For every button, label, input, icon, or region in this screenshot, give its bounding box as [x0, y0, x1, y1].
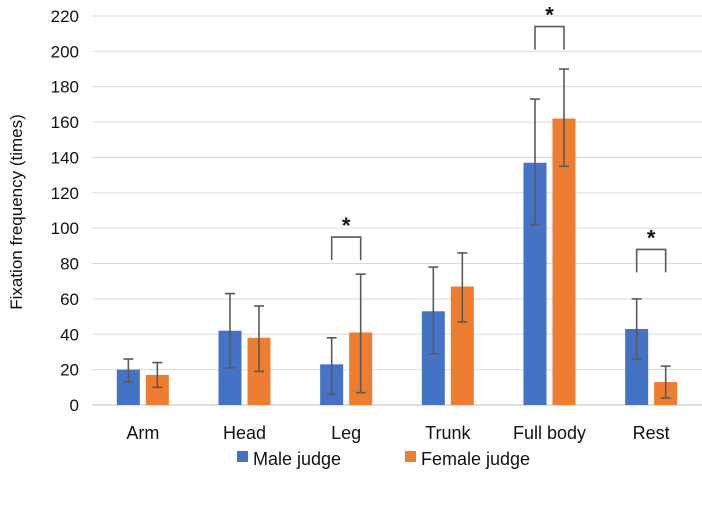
legend: Male judge Female judge [237, 449, 530, 469]
y-tick-label: 40 [60, 325, 79, 344]
legend-label: Male judge [253, 449, 341, 469]
error-bars [123, 68, 671, 399]
y-tick-label: 200 [51, 42, 79, 61]
error-bar-male-judge-full-body [530, 98, 540, 226]
bars [116, 118, 678, 406]
bar-female-judge-trunk [450, 286, 474, 405]
x-tick-label: Full body [513, 423, 586, 443]
y-tick-label: 120 [51, 184, 79, 203]
legend-swatch [405, 451, 416, 462]
y-tick-label: 20 [60, 361, 79, 380]
y-tick-label: 60 [60, 290, 79, 309]
significance-label: * [545, 3, 554, 28]
error-bar-male-judge-rest [631, 298, 642, 360]
bar-female-judge-arm [145, 374, 169, 405]
x-tick-labels: Arm Head Leg Trunk Full body Rest [126, 423, 669, 443]
y-tick-label: 180 [51, 78, 79, 97]
legend-swatch [237, 451, 248, 462]
y-tick-label: 0 [70, 396, 79, 415]
significance-label: * [647, 225, 656, 250]
significance-bracket-leg: * [330, 213, 362, 261]
bar-female-judge-full-body [552, 118, 576, 406]
y-tick-labels: 0 20 40 60 80 100 120 140 160 180 200 220 [51, 7, 79, 415]
bar-male-judge-trunk [421, 311, 445, 405]
legend-item-male-judge: Male judge [237, 449, 341, 469]
x-tick-label: Leg [331, 423, 361, 443]
error-bar-female-judge-rest [660, 365, 671, 399]
gridlines [92, 15, 702, 406]
y-axis-label: Fixation frequency (times) [7, 114, 26, 310]
significance-bracket-full-body: * [534, 3, 565, 50]
y-tick-label: 220 [51, 7, 79, 26]
y-tick-label: 140 [51, 148, 79, 167]
x-tick-label: Head [223, 423, 266, 443]
error-bar-male-judge-leg [326, 337, 337, 396]
y-tick-label: 100 [51, 219, 79, 238]
error-bar-female-judge-head [254, 305, 264, 373]
bar-male-judge-arm [116, 369, 140, 405]
significance-label: * [342, 213, 351, 238]
error-bar-female-judge-arm [152, 361, 163, 389]
error-bar-male-judge-head [225, 292, 235, 369]
error-bar-male-judge-trunk [428, 266, 439, 355]
bar-male-judge-rest [625, 328, 649, 405]
error-bar-female-judge-trunk [457, 252, 468, 323]
x-tick-label: Arm [126, 423, 159, 443]
significance-bracket-rest: * [635, 225, 667, 273]
y-tick-label: 160 [51, 113, 79, 132]
error-bar-female-judge-leg [355, 273, 366, 394]
x-tick-label: Trunk [425, 423, 471, 443]
y-tick-label: 80 [60, 255, 79, 274]
legend-item-female-judge: Female judge [405, 449, 530, 469]
error-bar-female-judge-full-body [559, 68, 569, 168]
legend-label: Female judge [421, 449, 530, 469]
bar-male-judge-full-body [523, 162, 547, 405]
x-tick-label: Rest [633, 423, 670, 443]
error-bar-male-judge-arm [123, 358, 134, 383]
significance-markers: * * * [330, 3, 667, 273]
